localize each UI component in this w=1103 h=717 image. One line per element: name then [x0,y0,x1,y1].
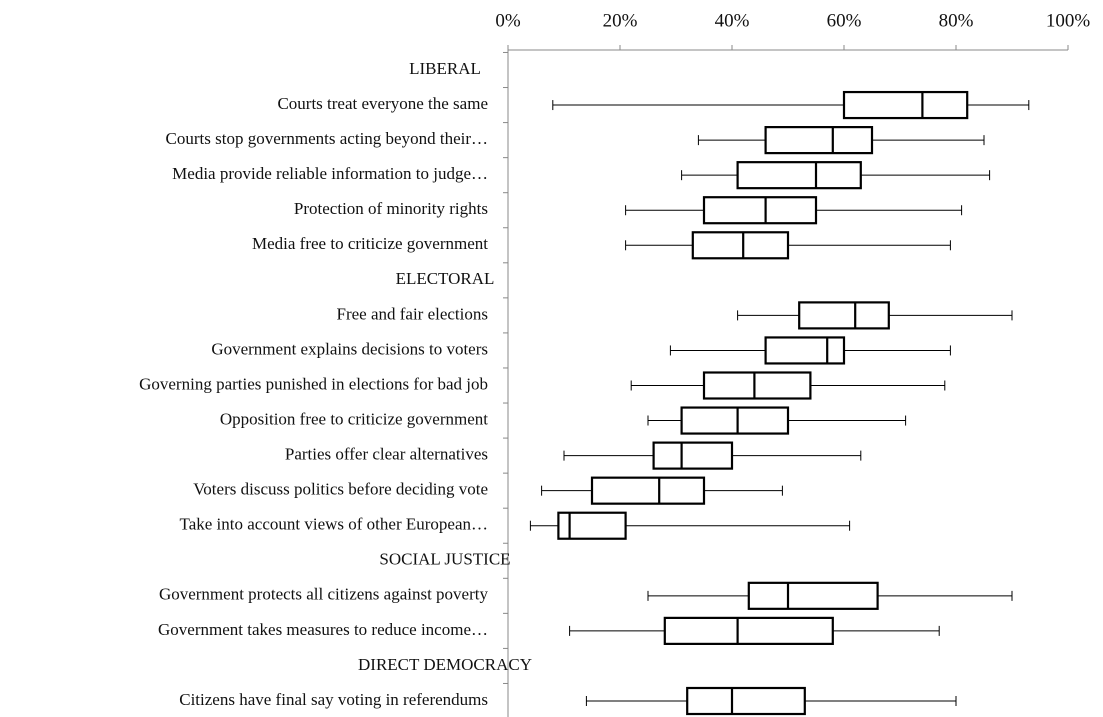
box [747,581,879,610]
y-tick-label: Protection of minority rights [294,199,488,218]
x-tick-label: 60% [827,10,862,31]
box [680,406,790,435]
y-tick-label: Take into account views of other Europea… [180,515,488,534]
y-tick-label: Government explains decisions to voters [211,339,488,358]
box [557,511,627,540]
box [686,686,806,716]
box [764,126,874,155]
y-tick-label: Courts treat everyone the same [277,94,488,113]
section-label: LIBERAL [409,59,481,78]
section-label: DIRECT DEMOCRACY [358,655,532,674]
y-tick-label: Media free to criticize government [252,234,488,253]
box [702,371,812,400]
x-tick-label: 80% [939,10,974,31]
box [691,231,790,260]
box [652,441,734,470]
box [736,161,862,190]
y-tick-label: Media provide reliable information to ju… [172,164,488,183]
y-tick-label: Government takes measures to reduce inco… [158,620,488,639]
y-tick-label: Citizens have final say voting in refere… [179,690,488,709]
section-label: SOCIAL JUSTICE [379,550,510,569]
box [842,90,969,120]
y-tick-label: Opposition free to criticize government [220,409,488,428]
x-tick-label: 100% [1046,10,1091,31]
y-tick-label: Free and fair elections [336,304,488,323]
section-label: ELECTORAL [396,269,495,288]
y-tick-label: Voters discuss politics before deciding … [193,480,488,499]
box [702,196,818,225]
x-tick-label: 0% [495,10,521,31]
y-tick-label: Courts stop governments acting beyond th… [166,129,488,148]
box [663,616,834,645]
x-tick-label: 20% [603,10,638,31]
box [798,301,890,330]
y-tick-label: Parties offer clear alternatives [285,445,488,464]
box [764,336,846,365]
y-tick-label: Governing parties punished in elections … [139,374,488,393]
x-tick-label: 40% [715,10,750,31]
box [590,476,706,505]
y-tick-label: Government protects all citizens against… [159,585,489,604]
